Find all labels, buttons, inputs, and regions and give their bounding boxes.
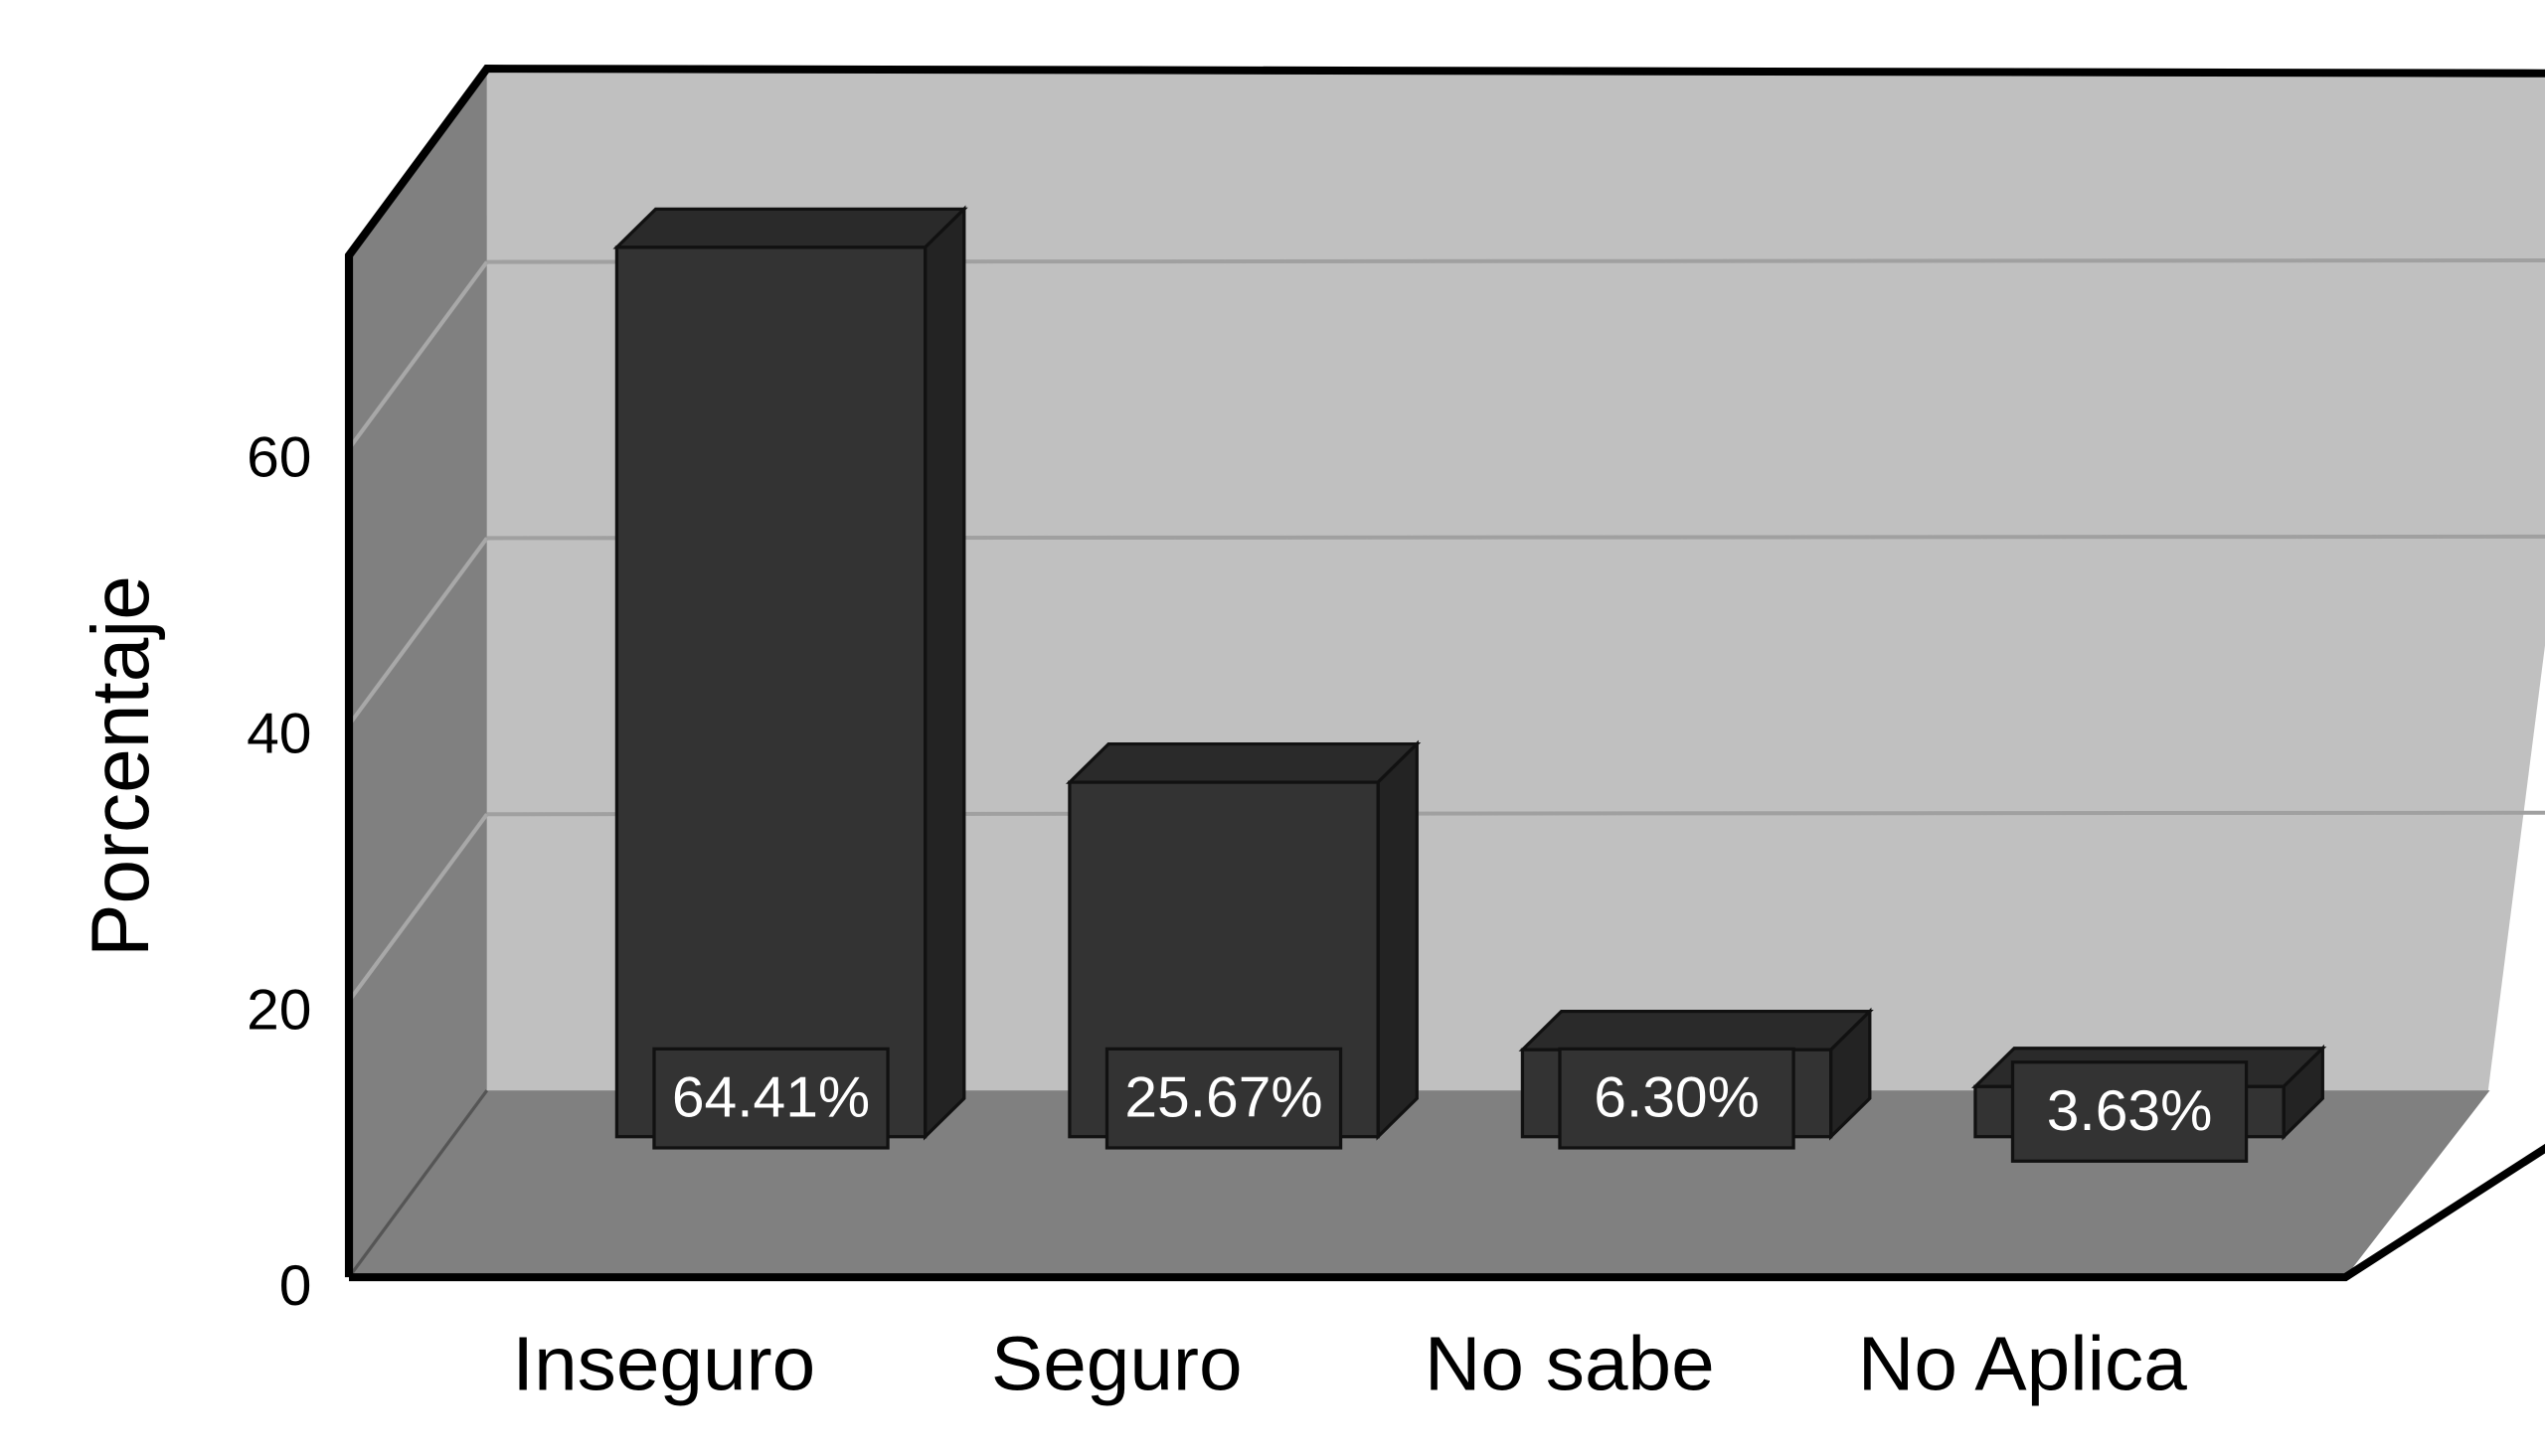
value-label: 25.67% <box>1124 1065 1322 1129</box>
x-tick-label: No Aplica <box>1858 1322 2188 1406</box>
bar <box>614 245 928 1139</box>
grid-line <box>347 260 489 450</box>
value-label-box <box>1558 1047 1795 1150</box>
grid-line <box>347 1089 489 1279</box>
left-wall <box>349 69 487 1278</box>
bar-side <box>923 205 966 1141</box>
y-tick-label: 20 <box>247 978 311 1042</box>
bar-top <box>612 207 968 249</box>
x-tick-label: Inseguro <box>512 1322 815 1406</box>
value-label: 6.30% <box>1594 1065 1760 1129</box>
grid-line <box>347 537 489 727</box>
value-label: 64.41% <box>672 1065 870 1129</box>
x-tick-label: Seguro <box>991 1322 1243 1406</box>
y-tick-label: 40 <box>247 702 311 765</box>
grid-line <box>347 813 489 1003</box>
back-wall <box>486 69 2545 1091</box>
y-tick-label: 0 <box>279 1254 312 1318</box>
x-tick-label: No sabe <box>1425 1322 1715 1406</box>
bar-top <box>1065 741 1422 784</box>
bar-top <box>1518 1010 1874 1052</box>
value-label-box <box>2010 1060 2249 1163</box>
value-label: 3.63% <box>2047 1078 2213 1142</box>
bar-side <box>1376 739 1419 1141</box>
value-label-box <box>652 1047 890 1150</box>
frame <box>344 65 2545 1282</box>
value-label-box <box>1104 1047 1343 1150</box>
y-axis-label: Porcentaje <box>76 575 166 957</box>
y-tick-label: 60 <box>247 425 311 489</box>
